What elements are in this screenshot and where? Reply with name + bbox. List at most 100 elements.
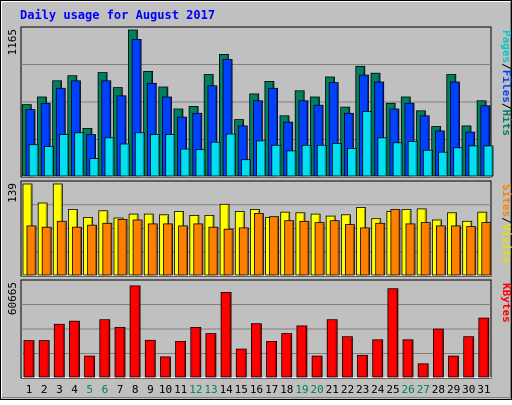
bar-sites-day-2	[41, 226, 52, 276]
bar-kbytes-day-26	[402, 339, 414, 378]
bar-sites-day-18	[284, 220, 295, 276]
bar-sites-day-21	[329, 220, 340, 276]
bar-pages-day-8	[134, 132, 145, 177]
x-tick-label-day-14: 14	[220, 383, 234, 396]
bar-sites-day-12	[193, 223, 204, 276]
bar-kbytes-day-28	[432, 328, 444, 378]
legend-part: Visits	[500, 224, 512, 264]
bar-kbytes-day-16	[250, 323, 262, 378]
bar-kbytes-day-14	[220, 291, 232, 378]
bar-pages-day-5	[89, 158, 100, 177]
bar-pages-day-9	[150, 134, 160, 177]
x-tick-label-day-29: 29	[447, 383, 460, 396]
bar-sites-day-16	[253, 213, 264, 276]
bar-kbytes-day-17	[266, 340, 278, 378]
x-tick-label-day-18: 18	[280, 383, 293, 396]
bar-sites-day-8	[132, 219, 143, 276]
bar-sites-day-22	[344, 224, 355, 276]
x-tick-label-day-8: 8	[132, 383, 139, 396]
x-tick-label-day-9: 9	[147, 383, 154, 396]
bar-sites-day-10	[163, 223, 173, 276]
x-tick-label-day-27: 27	[417, 383, 430, 396]
bar-sites-day-29	[451, 225, 461, 276]
bar-pages-day-3	[59, 134, 69, 177]
x-tick-label-day-20: 20	[310, 383, 323, 396]
bar-kbytes-day-10	[160, 356, 171, 378]
bar-pages-day-11	[180, 148, 191, 177]
x-tick-label-day-1: 1	[26, 383, 33, 396]
bar-sites-day-26	[405, 223, 416, 276]
bar-sites-day-9	[147, 223, 158, 276]
x-tick-label-day-13: 13	[204, 383, 217, 396]
x-tick-label-day-4: 4	[71, 383, 78, 396]
bar-pages-day-21	[331, 142, 342, 177]
bar-sites-day-15	[238, 227, 249, 276]
bar-kbytes-day-27	[417, 363, 429, 378]
series-legend-sites_visits: Sites/Visits	[500, 184, 512, 264]
x-tick-label-day-5: 5	[86, 383, 93, 396]
bar-sites-day-7	[117, 218, 128, 276]
x-tick-label-day-23: 23	[356, 383, 369, 396]
bar-pages-day-18	[286, 150, 297, 177]
bar-pages-day-10	[165, 134, 176, 177]
bar-pages-day-14	[225, 133, 236, 177]
bar-kbytes-day-8	[129, 285, 141, 378]
bar-pages-day-31	[483, 145, 494, 177]
x-tick-label-day-16: 16	[250, 383, 263, 396]
bar-sites-day-17	[269, 216, 280, 276]
bar-kbytes-day-15	[235, 348, 247, 378]
legend-part: Files	[500, 70, 512, 103]
legend-part: /	[500, 217, 512, 224]
legend-part: Hits	[500, 110, 512, 137]
bar-pages-day-27	[422, 149, 433, 177]
bar-pages-day-25	[392, 142, 403, 177]
bar-sites-day-4	[72, 226, 82, 276]
bar-pages-day-4	[74, 132, 85, 177]
x-tick-label-day-12: 12	[189, 383, 202, 396]
x-tick-label-day-30: 30	[462, 383, 475, 396]
bar-pages-day-19	[301, 144, 312, 177]
y-max-label-pages_files_hits: 1165	[6, 29, 19, 56]
legend-part: Pages	[500, 30, 512, 63]
bar-kbytes-day-7	[114, 326, 126, 378]
bar-kbytes-day-3	[53, 323, 65, 378]
bar-kbytes-day-5	[84, 355, 95, 378]
bar-sites-day-30	[466, 226, 477, 276]
series-kbytes	[23, 285, 490, 378]
bar-pages-day-23	[362, 111, 373, 177]
x-tick-label-day-28: 28	[432, 383, 445, 396]
bar-pages-day-26	[407, 141, 418, 177]
bar-pages-day-22	[347, 147, 358, 177]
panel-kbytes: 60665 KBytes	[6, 279, 512, 379]
bar-kbytes-day-6	[99, 319, 111, 378]
x-tick-label-day-7: 7	[117, 383, 124, 396]
bar-pages-day-15	[241, 159, 251, 177]
x-tick-label-day-3: 3	[56, 383, 63, 396]
bar-kbytes-day-2	[38, 340, 50, 378]
x-axis-day-labels: 1 2 3 4 5 6 7 8 9 10 11 12 13 14 15 16 17 18 19 20 21 22 23 24 2…	[26, 383, 491, 396]
bar-pages-day-29	[453, 147, 464, 177]
bar-kbytes-day-19	[296, 325, 308, 378]
legend-part: /	[500, 63, 512, 70]
x-tick-label-day-31: 31	[477, 383, 490, 396]
bar-pages-day-30	[468, 145, 479, 177]
bar-kbytes-day-20	[311, 355, 323, 378]
bar-sites-day-25	[390, 209, 401, 276]
bar-kbytes-day-23	[357, 354, 368, 378]
bar-kbytes-day-18	[281, 333, 293, 378]
bar-kbytes-day-1	[23, 340, 35, 378]
bar-kbytes-day-21	[326, 319, 338, 378]
bar-kbytes-day-22	[341, 336, 353, 378]
bar-sites-day-14	[223, 228, 234, 276]
bar-pages-day-13	[210, 141, 221, 177]
bar-kbytes-day-25	[387, 288, 399, 378]
bar-kbytes-day-4	[69, 320, 80, 378]
chart-title: Daily usage for August 2017	[20, 8, 215, 22]
x-tick-label-day-26: 26	[401, 383, 414, 396]
bar-pages-day-28	[438, 151, 449, 177]
bar-kbytes-day-9	[144, 339, 156, 378]
legend-part: KBytes	[500, 283, 512, 323]
panel-sites_visits: 139 Sites/Visits	[6, 180, 512, 277]
bar-kbytes-day-11	[175, 340, 187, 378]
